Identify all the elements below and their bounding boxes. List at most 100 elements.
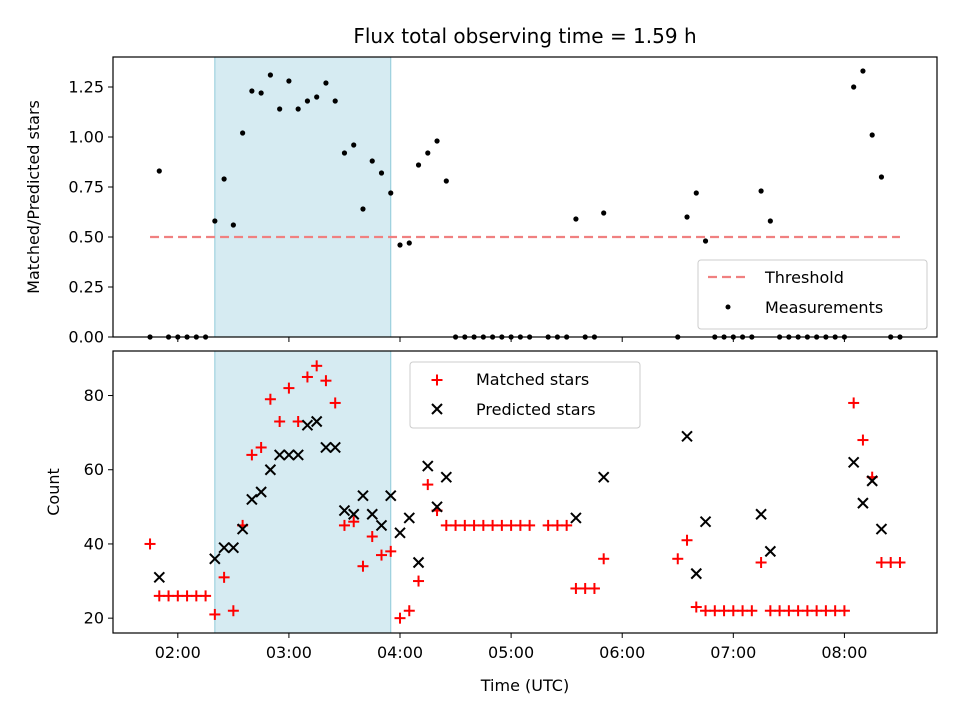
predicted-star-point [357, 490, 369, 502]
matched-star-point [579, 582, 591, 594]
matched-star-point [857, 434, 869, 446]
marker-stroke [431, 403, 443, 415]
measurement-point [869, 132, 875, 138]
matched-star-point [394, 612, 406, 624]
predicted-star-point [301, 419, 314, 431]
marker-stroke [153, 571, 165, 584]
matched-star-point [422, 479, 434, 491]
bottom-legend: Matched stars Predicted stars [409, 361, 641, 429]
bottom-observing-span [214, 350, 392, 634]
top-axes-frame [112, 56, 938, 338]
measurement-point [425, 150, 431, 156]
marker-stroke [403, 512, 415, 524]
matched-star-point [255, 441, 267, 453]
measurement-point [314, 94, 320, 100]
matched-star-point [163, 590, 175, 602]
measurement-point [702, 238, 709, 244]
matched-star-point [894, 557, 906, 568]
matched-star-point [718, 605, 730, 617]
marker-stroke [292, 449, 304, 461]
marker-stroke [227, 541, 240, 554]
matched-star-point [811, 605, 823, 617]
marker-stroke [681, 430, 693, 443]
matched-star-point [700, 605, 712, 617]
matched-stars-points [144, 360, 906, 624]
predicted-star-point [412, 556, 425, 569]
measurement-point [684, 214, 690, 220]
measurement-point [851, 84, 857, 90]
measurement-point [860, 68, 866, 74]
bottom-x-tick-label: 08:00 [821, 643, 867, 662]
predicted-star-point [385, 490, 397, 502]
matched-star-point [385, 545, 397, 557]
matched-star-point [681, 534, 693, 546]
marker-stroke [857, 497, 869, 509]
matched-star-point [505, 519, 517, 531]
matched-star-point [727, 605, 739, 617]
predicted-star-point [209, 553, 221, 565]
marker-stroke [246, 493, 258, 506]
x-axis-label: Time (UTC) [480, 676, 569, 695]
predicted-star-point [681, 430, 693, 443]
marker-stroke [348, 508, 360, 520]
marker-stroke [209, 553, 221, 565]
predicted-star-point [153, 571, 165, 584]
legend-matched-label: Matched stars [476, 370, 589, 389]
bottom-x-tick-label: 06:00 [599, 643, 645, 662]
matched-star-point [709, 605, 721, 617]
predicted-star-point [857, 497, 869, 509]
top-panel: 0.00 0.25 0.50 0.75 1.00 1.25 Flux total obse… [24, 24, 938, 347]
predicted-star-point [218, 541, 230, 554]
matched-star-point [672, 553, 684, 565]
bottom-y-tick-label: 60 [84, 460, 104, 479]
legend-matched-marker [431, 374, 443, 386]
marker-stroke [218, 541, 230, 554]
matched-star-point [144, 538, 156, 550]
predicted-star-point [366, 508, 378, 520]
marker-stroke [357, 490, 369, 502]
marker-stroke [273, 449, 286, 461]
legend-predicted-swatch [431, 403, 443, 415]
matched-star-point [737, 605, 749, 617]
legend-threshold-label: Threshold [764, 268, 844, 287]
bottom-y-tick-label: 40 [84, 534, 104, 553]
predicted-star-point [422, 460, 434, 472]
marker-stroke [338, 504, 351, 517]
matched-star-point [487, 519, 499, 531]
measurement-point [156, 168, 162, 174]
marker-stroke [264, 464, 277, 476]
predicted-star-point [755, 508, 767, 520]
matched-star-point [885, 557, 897, 568]
matched-star-point [477, 519, 489, 531]
legend-predicted-label: Predicted stars [476, 400, 596, 419]
matched-star-point [311, 360, 323, 372]
bottom-panel: 20 40 60 80 02:00 03:00 04:00 05:00 06:00 07:00 08… [44, 350, 938, 695]
matched-star-point [496, 519, 508, 531]
top-y-tick-label: 0.25 [68, 278, 104, 297]
measurement-point [212, 218, 218, 224]
measurement-point [693, 190, 699, 196]
bottom-y-tick-label: 20 [84, 609, 104, 628]
legend-predicted-marker [431, 403, 443, 415]
marker-stroke [283, 449, 295, 461]
matched-star-point [524, 519, 536, 531]
matched-star-point [375, 549, 387, 561]
legend-measurements-swatch [725, 304, 731, 310]
predicted-star-point [348, 508, 360, 520]
chart-title: Flux total observing time = 1.59 h [353, 24, 696, 48]
measurement-point [406, 240, 412, 246]
matched-star-point [301, 371, 313, 383]
predicted-star-point [764, 545, 777, 558]
marker-stroke [310, 415, 323, 428]
matched-star-point [570, 582, 582, 594]
predicted-star-point [273, 449, 286, 461]
matched-star-point [468, 519, 480, 531]
marker-stroke [385, 490, 397, 502]
matched-star-point [450, 519, 462, 531]
marker-stroke [394, 527, 406, 539]
bottom-x-tick-label: 07:00 [710, 643, 756, 662]
predicted-stars-points [153, 415, 888, 584]
marker-stroke [255, 486, 267, 498]
measurement-point [304, 98, 311, 104]
bottom-axes-frame [112, 350, 938, 634]
